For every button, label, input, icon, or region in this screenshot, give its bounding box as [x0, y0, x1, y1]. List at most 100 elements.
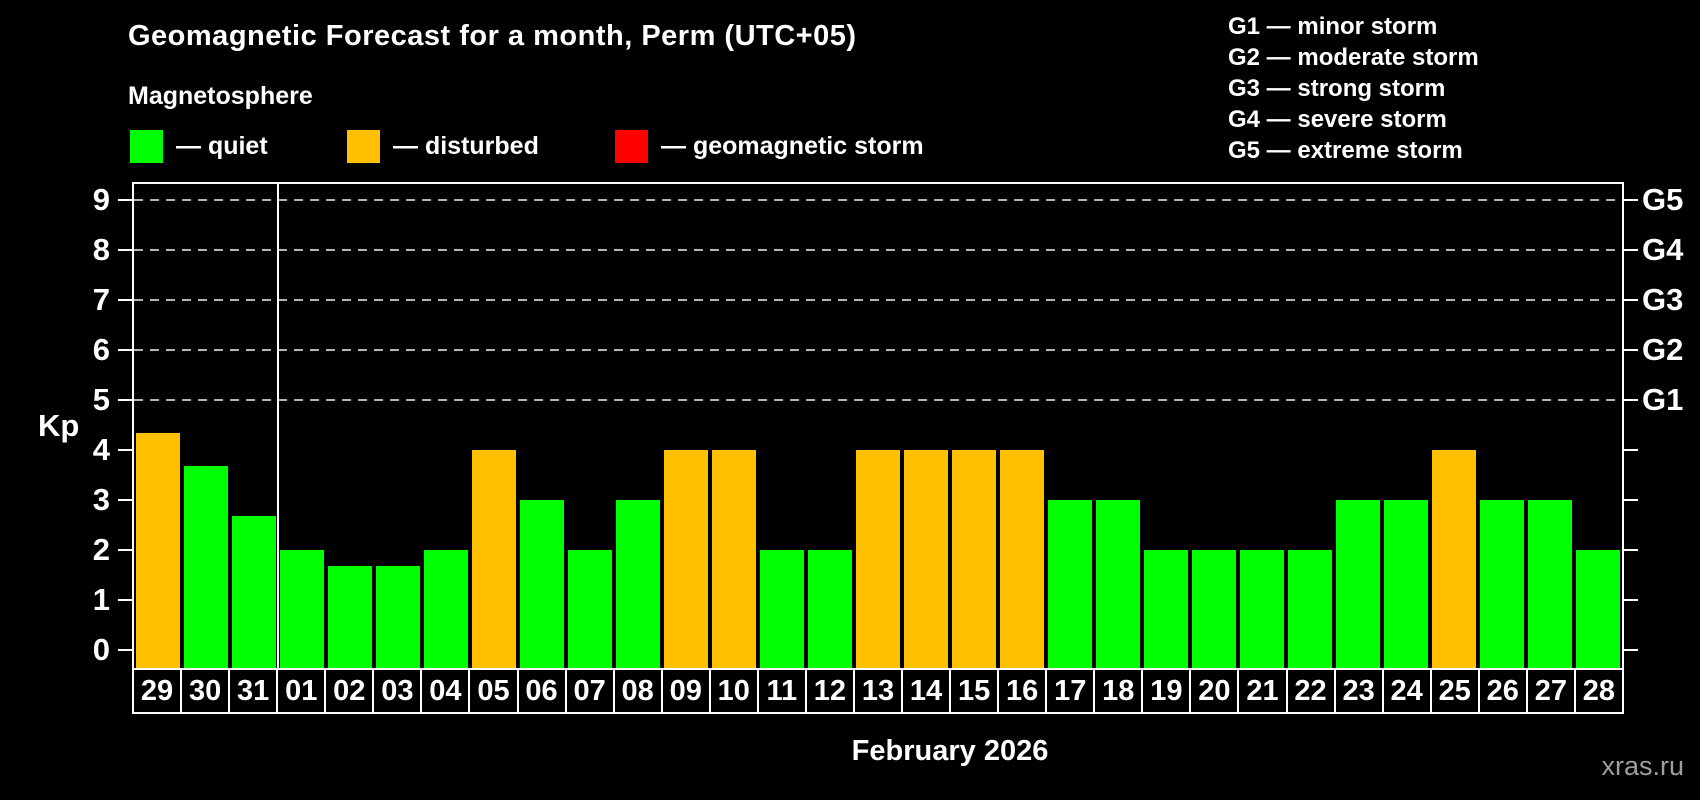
- kp-bar-day-28: [1576, 550, 1620, 668]
- y-axis-tick: [118, 499, 132, 501]
- day-label-10: 10: [708, 670, 757, 712]
- g-legend-line: G5 — extreme storm: [1228, 137, 1463, 164]
- y-axis-tick: [118, 599, 132, 601]
- bar-slot: [326, 184, 374, 668]
- day-label-22: 22: [1285, 670, 1334, 712]
- bar-slot: [854, 184, 902, 668]
- kp-bar-day-08: [616, 500, 660, 668]
- bar-slot: [1094, 184, 1142, 668]
- y-tick-label-8: 8: [92, 232, 110, 267]
- kp-bar-day-07: [568, 550, 612, 668]
- day-label-29: 29: [132, 670, 180, 712]
- bar-slot: [1382, 184, 1430, 668]
- watermark: xras.ru: [1601, 751, 1684, 781]
- kp-bar-day-04: [424, 550, 468, 668]
- kp-bar-day-15: [952, 450, 996, 668]
- y-axis-tick: [118, 449, 132, 451]
- day-label-26: 26: [1477, 670, 1526, 712]
- legend-item-disturbed: — disturbed: [347, 130, 539, 163]
- kp-bar-day-27: [1528, 500, 1572, 668]
- day-label-30: 30: [180, 670, 228, 712]
- bar-slot: [422, 184, 470, 668]
- kp-bar-day-02: [328, 566, 372, 668]
- kp-bar-day-16: [1000, 450, 1044, 668]
- bars-container: [134, 184, 1622, 668]
- y-axis-tick: [118, 349, 132, 351]
- kp-bar-day-22: [1288, 550, 1332, 668]
- bar-slot: [902, 184, 950, 668]
- kp-bar-day-17: [1048, 500, 1092, 668]
- kp-bar-day-19: [1144, 550, 1188, 668]
- g-scale-legend: G1 — minor storm G2 — moderate storm G3 — …: [1228, 11, 1479, 166]
- day-label-17: 17: [1045, 670, 1093, 712]
- day-label-20: 20: [1189, 670, 1237, 712]
- x-axis-day-labels: 29 30 31 01 02 03 04 05 06 07 08 09 10 11 12 13 14 15 16 17…: [132, 668, 1624, 714]
- bar-slot: [1142, 184, 1190, 668]
- gridline-kp8: [134, 249, 1622, 251]
- bar-slot: [950, 184, 998, 668]
- bar-slot: [1046, 184, 1094, 668]
- legend-item-storm: — geomagnetic storm: [615, 130, 924, 163]
- right-axis-label-G1: G1: [1642, 382, 1684, 417]
- g-legend-line: G2 — moderate storm: [1228, 44, 1479, 71]
- day-label-11: 11: [756, 670, 805, 712]
- right-axis-tick: [1624, 499, 1638, 501]
- bar-slot: [998, 184, 1046, 668]
- bar-slot: [806, 184, 854, 668]
- right-axis-tick: [1624, 649, 1638, 651]
- y-tick-label-0: 0: [92, 632, 110, 667]
- day-label-02: 02: [324, 670, 372, 712]
- kp-bar-day-25: [1432, 450, 1476, 668]
- bar-slot: [470, 184, 518, 668]
- kp-bar-day-31: [232, 516, 276, 668]
- bar-slot: [662, 184, 710, 668]
- gridline-kp9: [134, 199, 1622, 201]
- y-axis-tick: [118, 299, 132, 301]
- kp-bar-day-20: [1192, 550, 1236, 668]
- bar-slot: [134, 184, 182, 668]
- y-axis-tick: [118, 399, 132, 401]
- right-axis-tick: [1624, 349, 1638, 351]
- gridline-kp6: [134, 349, 1622, 351]
- bar-slot: [1526, 184, 1574, 668]
- day-label-07: 07: [564, 670, 613, 712]
- kp-bar-day-12: [808, 550, 852, 668]
- bar-slot: [278, 184, 326, 668]
- day-label-05: 05: [468, 670, 516, 712]
- plot-area: [132, 182, 1624, 668]
- day-label-31: 31: [228, 670, 276, 712]
- x-axis-title: February 2026: [851, 735, 1049, 767]
- kp-bar-day-13: [856, 450, 900, 668]
- right-axis-label-G2: G2: [1642, 332, 1684, 367]
- day-label-04: 04: [420, 670, 468, 712]
- bar-slot: [1430, 184, 1478, 668]
- bar-slot: [614, 184, 662, 668]
- day-label-28: 28: [1573, 670, 1624, 712]
- legend-label: — quiet: [176, 132, 268, 160]
- bar-slot: [1574, 184, 1622, 668]
- y-axis-tick: [118, 199, 132, 201]
- kp-bar-day-06: [520, 500, 564, 668]
- y-tick-label-7: 7: [92, 282, 110, 317]
- month-separator-line: [277, 182, 279, 668]
- gridline-kp7: [134, 299, 1622, 301]
- day-label-12: 12: [804, 670, 853, 712]
- kp-bar-day-26: [1480, 500, 1524, 668]
- day-label-14: 14: [901, 670, 949, 712]
- day-label-08: 08: [612, 670, 661, 712]
- y-tick-label-3: 3: [92, 482, 110, 517]
- bar-slot: [374, 184, 422, 668]
- day-label-16: 16: [997, 670, 1045, 712]
- kp-bar-day-10: [712, 450, 756, 668]
- right-axis-tick: [1624, 449, 1638, 451]
- gridline-kp5: [134, 399, 1622, 401]
- y-axis-title: Kp: [38, 408, 80, 443]
- right-axis-tick: [1624, 299, 1638, 301]
- day-label-24: 24: [1381, 670, 1430, 712]
- day-label-09: 09: [660, 670, 709, 712]
- right-axis-label-G3: G3: [1642, 282, 1684, 317]
- y-tick-label-9: 9: [92, 182, 110, 217]
- y-tick-label-6: 6: [92, 332, 110, 367]
- g-legend-line: G1 — minor storm: [1228, 13, 1438, 40]
- kp-bar-day-11: [760, 550, 804, 668]
